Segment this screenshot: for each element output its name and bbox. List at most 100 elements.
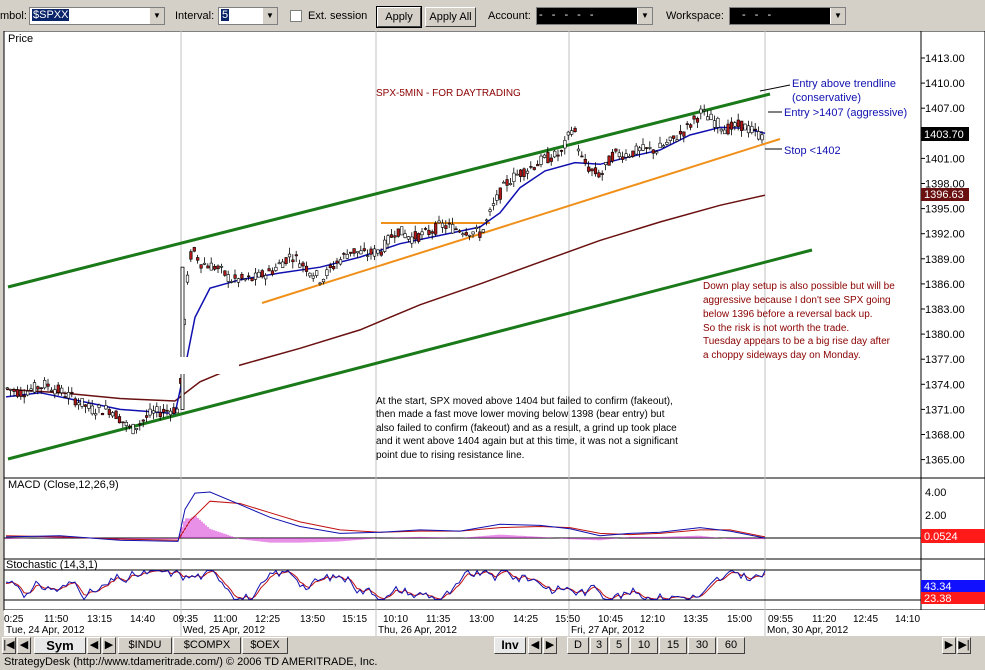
- apply-all-button[interactable]: Apply All: [425, 7, 476, 27]
- candle-body[interactable]: [716, 117, 720, 128]
- candle-body[interactable]: [111, 412, 115, 417]
- next-period-button[interactable]: ▶: [543, 637, 557, 654]
- candle-body[interactable]: [434, 222, 438, 235]
- candle-body[interactable]: [689, 124, 693, 128]
- candle-body[interactable]: [315, 270, 319, 276]
- candle-body[interactable]: [165, 409, 169, 412]
- candle-body[interactable]: [369, 248, 373, 255]
- tab-period-3[interactable]: 3: [590, 637, 608, 654]
- stochastic-panel[interactable]: [3, 558, 922, 611]
- candle-body[interactable]: [318, 282, 322, 285]
- candle-body[interactable]: [678, 130, 683, 135]
- candle-body[interactable]: [185, 274, 190, 283]
- candle-body[interactable]: [100, 412, 105, 416]
- candle-body[interactable]: [495, 194, 499, 201]
- candle-body[interactable]: [420, 231, 424, 236]
- candle-body[interactable]: [699, 108, 703, 114]
- apply-button[interactable]: Apply: [376, 6, 422, 28]
- candle-body[interactable]: [750, 126, 754, 133]
- candle-body[interactable]: [423, 228, 428, 230]
- candle-body[interactable]: [600, 173, 604, 175]
- candle-body[interactable]: [56, 384, 60, 393]
- candle-body[interactable]: [216, 265, 220, 270]
- candle-body[interactable]: [583, 158, 587, 164]
- candle-body[interactable]: [90, 405, 94, 415]
- candle-body[interactable]: [226, 274, 230, 282]
- candle-body[interactable]: [321, 278, 326, 283]
- candle-body[interactable]: [396, 228, 400, 237]
- chevron-down-icon[interactable]: ▼: [637, 8, 652, 24]
- first-arrow-button[interactable]: |◀: [2, 637, 16, 654]
- candle-body[interactable]: [580, 155, 584, 158]
- candle-body[interactable]: [250, 277, 254, 282]
- candle-body[interactable]: [260, 270, 264, 278]
- candle-body[interactable]: [505, 179, 509, 186]
- candle-body[interactable]: [36, 386, 40, 390]
- candle-body[interactable]: [206, 265, 210, 269]
- candle-body[interactable]: [723, 129, 727, 135]
- tab-period-5[interactable]: 5: [609, 637, 629, 654]
- candle-body[interactable]: [389, 234, 394, 238]
- account-combo[interactable]: - - - - - ▼: [536, 7, 653, 25]
- candle-body[interactable]: [736, 119, 740, 127]
- candle-body[interactable]: [196, 257, 200, 261]
- candle-body[interactable]: [121, 421, 125, 424]
- symbol-combo[interactable]: $SPXX ▼: [29, 7, 165, 25]
- candle-body[interactable]: [53, 389, 57, 395]
- candle-body[interactable]: [675, 139, 679, 142]
- candle-body[interactable]: [376, 249, 380, 254]
- prev-symbol-button[interactable]: ◀: [87, 637, 101, 654]
- candle-body[interactable]: [9, 389, 13, 391]
- candle-body[interactable]: [335, 260, 339, 264]
- candle-body[interactable]: [655, 151, 659, 154]
- candle-body[interactable]: [291, 259, 295, 263]
- candle-body[interactable]: [345, 254, 349, 259]
- candle-body[interactable]: [5, 387, 9, 390]
- candle-body[interactable]: [519, 169, 523, 177]
- candle-body[interactable]: [570, 130, 574, 135]
- candle-body[interactable]: [233, 274, 237, 279]
- candle-body[interactable]: [614, 148, 618, 152]
- candle-body[interactable]: [672, 135, 676, 139]
- candle-body[interactable]: [627, 155, 632, 158]
- candle-body[interactable]: [729, 121, 734, 130]
- account-value[interactable]: - - - - -: [539, 9, 597, 21]
- candle-body[interactable]: [740, 120, 744, 131]
- candle-body[interactable]: [444, 225, 448, 229]
- macd-line[interactable]: [5, 491, 766, 542]
- candle-body[interactable]: [430, 231, 434, 234]
- macd-panel[interactable]: [3, 477, 922, 560]
- candle-body[interactable]: [15, 389, 20, 397]
- workspace-value[interactable]: - - -: [742, 9, 775, 21]
- candle-body[interactable]: [695, 118, 700, 123]
- interval-combo[interactable]: 5 ▼: [218, 7, 278, 25]
- candle-body[interactable]: [604, 162, 608, 166]
- tab-period-15[interactable]: 15: [659, 637, 687, 654]
- candle-body[interactable]: [301, 262, 305, 267]
- candle-body[interactable]: [542, 154, 547, 158]
- candle-body[interactable]: [213, 265, 217, 270]
- candle-body[interactable]: [284, 257, 288, 264]
- candle-body[interactable]: [240, 274, 244, 279]
- next-symbol-button[interactable]: ▶: [102, 637, 116, 654]
- candle-body[interactable]: [236, 278, 241, 283]
- candle-body[interactable]: [114, 410, 118, 419]
- candle-body[interactable]: [702, 109, 706, 112]
- candle-body[interactable]: [685, 123, 689, 125]
- candle-body[interactable]: [410, 236, 414, 244]
- candle-body[interactable]: [223, 270, 227, 276]
- candle-body[interactable]: [464, 232, 468, 236]
- candle-body[interactable]: [158, 412, 162, 417]
- tab-period-10[interactable]: 10: [630, 637, 658, 654]
- candle-body[interactable]: [413, 231, 417, 240]
- candle-body[interactable]: [342, 253, 346, 255]
- interval-value[interactable]: 5: [221, 9, 230, 21]
- candle-body[interactable]: [566, 131, 570, 136]
- candle-body[interactable]: [546, 152, 550, 164]
- candle-body[interactable]: [590, 168, 594, 172]
- candle-body[interactable]: [726, 123, 730, 135]
- candle-body[interactable]: [73, 398, 77, 406]
- candle-body[interactable]: [209, 262, 213, 271]
- candle-body[interactable]: [145, 415, 149, 418]
- candle-body[interactable]: [440, 222, 445, 228]
